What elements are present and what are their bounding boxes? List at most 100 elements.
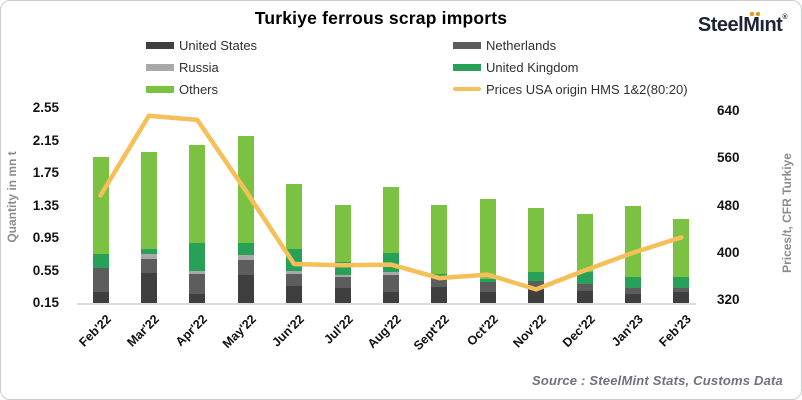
- bar-segment: [673, 291, 690, 303]
- legend-item: Netherlands: [453, 34, 688, 56]
- bar-segment: [382, 252, 399, 273]
- left-axis-tick-label: 1.35: [32, 197, 59, 213]
- bar-segment: [92, 291, 109, 303]
- bar-segment: [237, 255, 254, 260]
- bar-segment: [479, 281, 496, 292]
- legend-item: Prices USA origin HMS 1&2(80:20): [453, 78, 688, 100]
- legend-column-right: Netherlands United Kingdom Prices USA orig…: [453, 34, 688, 100]
- bar-segment: [576, 213, 593, 273]
- legend-item: United Kingdom: [453, 56, 688, 78]
- steelmint-logo: SteelMınt®: [697, 12, 787, 37]
- bar-segment: [528, 207, 545, 273]
- bar-segment: [140, 248, 157, 255]
- bar-segment: [673, 288, 690, 292]
- left-axis-tick-label: 2.55: [32, 100, 59, 115]
- bar-segment: [382, 291, 399, 303]
- x-axis-line: [77, 303, 696, 305]
- bar-segment: [334, 262, 351, 275]
- legend-swatch-icon: [146, 41, 174, 49]
- bar-segment: [528, 289, 545, 303]
- legend-label: Others: [179, 81, 219, 97]
- bar-segment: [528, 281, 545, 290]
- bar-segment: [673, 218, 690, 277]
- legend-label: United States: [179, 37, 258, 53]
- bar-segment: [140, 254, 157, 260]
- bar-segment: [189, 294, 206, 303]
- bar-segment: [576, 290, 593, 303]
- bar-segment: [92, 156, 109, 255]
- bar-segment: [334, 277, 351, 288]
- bar-segment: [189, 145, 206, 243]
- right-axis-tick-label: 400: [717, 244, 740, 260]
- bar-segment: [237, 136, 254, 243]
- legend-item: Russia: [146, 56, 257, 78]
- right-axis-title: Prices/t, CFR Turkiye: [780, 153, 794, 273]
- bar-segment: [140, 272, 157, 303]
- logo-dot-icon: [750, 12, 754, 16]
- left-axis-tick-label: 0.95: [32, 230, 59, 245]
- logo-dot-icon: [756, 12, 760, 16]
- bar-segment: [431, 204, 448, 274]
- bar-segment: [237, 259, 254, 275]
- bar-segment: [528, 272, 545, 282]
- legend-label: Netherlands: [486, 37, 557, 53]
- bar-segment: [624, 206, 641, 277]
- bar-segment: [479, 199, 496, 279]
- bar-segment: [189, 273, 206, 295]
- legend-label: Prices USA origin HMS 1&2(80:20): [486, 81, 688, 97]
- bar-segment: [92, 254, 109, 269]
- bar-segment: [286, 273, 303, 286]
- legend-swatch-icon: [146, 85, 174, 93]
- right-axis-tick-label: 640: [717, 103, 740, 118]
- bar-segment: [673, 277, 690, 289]
- bar-segment: [237, 274, 254, 303]
- bar-segment: [624, 277, 641, 289]
- bar-segment: [431, 273, 448, 278]
- bar-segment: [189, 242, 206, 271]
- legend-swatch-icon: [453, 63, 481, 71]
- bar-segment: [92, 268, 109, 292]
- registered-mark: ®: [782, 14, 787, 21]
- bar-segment: [140, 151, 157, 249]
- bar-segment: [334, 287, 351, 303]
- legend-swatch-icon: [146, 63, 174, 71]
- legend-item: United States: [146, 34, 257, 56]
- bar-segment: [576, 283, 593, 291]
- legend-label: Russia: [179, 59, 219, 75]
- legend-line-icon: [453, 87, 481, 91]
- bar-segment: [479, 278, 496, 282]
- left-axis-tick-label: 2.15: [32, 132, 59, 148]
- left-axis-tick-label: 0.55: [32, 262, 59, 278]
- bar-segment: [334, 274, 351, 277]
- chart-title: Turkiye ferrous scrap imports: [254, 8, 508, 28]
- source-note: Source : SteelMint Stats, Customs Data: [531, 373, 783, 388]
- bar-segment: [286, 285, 303, 303]
- steelmint-logo-text: SteelMınt: [697, 14, 783, 36]
- bar-segment: [479, 291, 496, 303]
- bar-segment: [382, 272, 399, 276]
- right-axis-tick-label: 560: [717, 150, 740, 166]
- bar-segment: [237, 242, 254, 256]
- right-axis-tick-label: 480: [717, 197, 740, 213]
- left-axis-tick-label: 0.15: [32, 295, 59, 310]
- bar-segment: [286, 183, 303, 250]
- bar-segment: [576, 272, 593, 284]
- legend-swatch-icon: [453, 41, 481, 49]
- bar-segment: [431, 286, 448, 303]
- left-axis-tick-label: 1.75: [32, 165, 59, 180]
- right-axis-tick-label: 320: [717, 292, 740, 307]
- legend-label: United Kingdom: [486, 59, 579, 75]
- bar-segment: [140, 259, 157, 273]
- bar-segment: [431, 277, 448, 287]
- bar-segment: [382, 275, 399, 292]
- bar-segment: [286, 249, 303, 271]
- bar-segment: [624, 294, 641, 303]
- bar-segment: [286, 270, 303, 274]
- bar-segment: [624, 288, 641, 295]
- bar-segment: [382, 186, 399, 253]
- legend-item: Others: [146, 78, 257, 100]
- bar-segment: [189, 270, 206, 274]
- legend-column-left: United States Russia Others: [146, 34, 257, 100]
- bar-segment: [334, 204, 351, 263]
